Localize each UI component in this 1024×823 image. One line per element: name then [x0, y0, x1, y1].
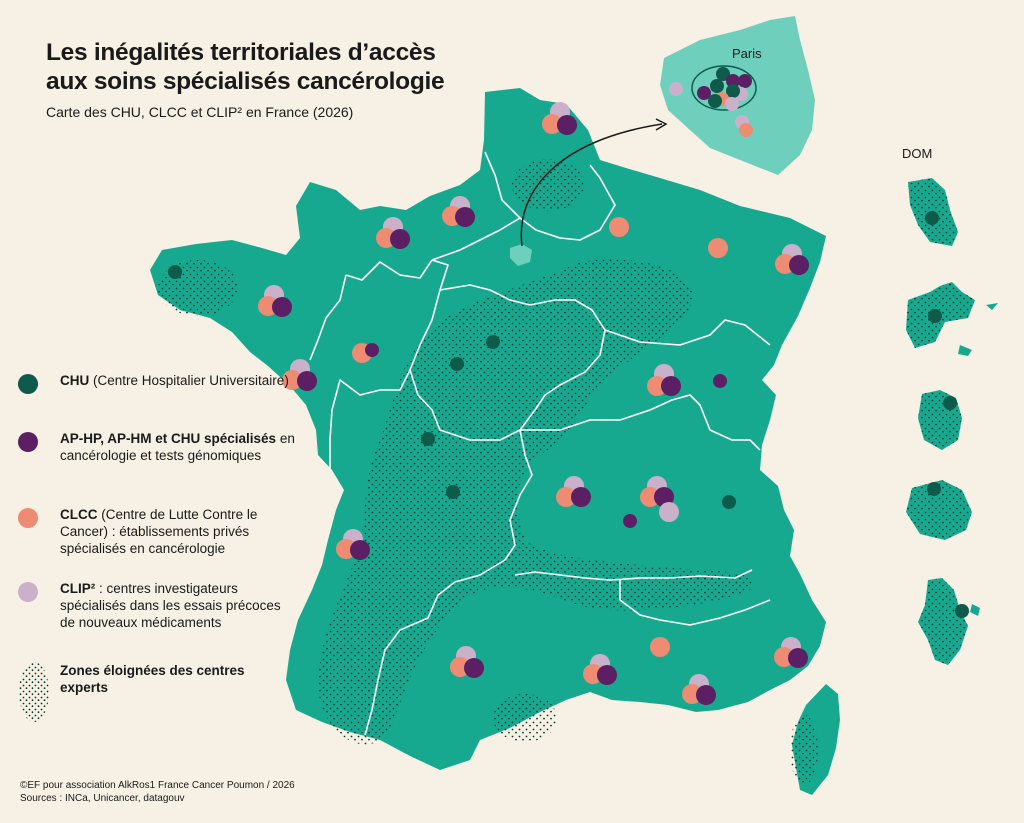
marker-aphp	[464, 658, 484, 678]
marker-clcc	[609, 217, 629, 237]
marker-clcc	[739, 123, 753, 137]
marker-clcc	[556, 487, 576, 507]
marker-chu	[421, 432, 435, 446]
legend-clcc-text: (Centre de Lutte Contre le Cancer) : éta…	[60, 507, 258, 556]
title-line-1: Les inégalités territoriales d’accès	[46, 39, 436, 66]
marker-clip	[725, 97, 739, 111]
marker-aphp	[455, 207, 475, 227]
marker-aphp	[623, 514, 637, 528]
marker-chu	[925, 211, 939, 225]
marker-clcc	[640, 487, 660, 507]
aphp-swatch	[18, 432, 38, 452]
marker-aphp	[789, 255, 809, 275]
marker-chu	[168, 265, 182, 279]
marker-chu	[928, 309, 942, 323]
marker-aphp	[390, 229, 410, 249]
paris-region-marker	[510, 244, 532, 266]
paris-label: Paris	[732, 46, 762, 61]
paris-city	[691, 65, 757, 111]
clip-swatch	[18, 582, 38, 602]
marker-aphp	[788, 648, 808, 668]
marker-chu	[446, 485, 460, 499]
marker-aphp	[571, 487, 591, 507]
region-borders	[309, 151, 771, 736]
marker-aphp	[350, 540, 370, 560]
footer-sources: Sources : INCa, Unicancer, datagouv	[20, 792, 185, 804]
dom-label: DOM	[902, 146, 933, 161]
marker-aphp	[661, 376, 681, 396]
marker-chu	[486, 335, 500, 349]
marker-clip	[659, 502, 679, 522]
marker-aphp	[696, 685, 716, 705]
paris-arrow-head	[655, 118, 668, 131]
legend-chu-text: (Centre Hospitalier Universitaire)	[89, 373, 289, 388]
subtitle: Carte des CHU, CLCC et CLIP² en France (…	[46, 104, 354, 120]
footer: ©EF pour association AlkRos1 France Canc…	[20, 780, 295, 805]
marker-aphp	[597, 665, 617, 685]
marker-aphp	[726, 74, 740, 88]
hospital-markers	[168, 67, 969, 705]
chu-swatch	[18, 374, 38, 394]
marker-clip	[669, 82, 683, 96]
marker-aphp	[738, 74, 752, 88]
page-title: Les inégalités territoriales d’accès aux…	[46, 38, 466, 96]
legend-clip-bold: CLIP²	[60, 581, 96, 596]
marker-clcc	[650, 637, 670, 657]
marker-clcc	[647, 376, 667, 396]
marker-chu	[927, 482, 941, 496]
marker-chu	[722, 495, 736, 509]
legend-aphp-bold: AP-HP, AP-HM et CHU spécialisés	[60, 431, 277, 446]
marker-chu	[943, 396, 957, 410]
zones-swatch	[19, 662, 49, 722]
marker-aphp	[713, 374, 727, 388]
marker-chu	[710, 79, 724, 93]
marker-clcc	[282, 370, 302, 390]
marker-aphp	[557, 115, 577, 135]
marker-aphp	[365, 343, 379, 357]
marker-clcc	[708, 238, 728, 258]
marker-clcc	[542, 114, 562, 134]
clcc-swatch	[18, 508, 38, 528]
legend-clip-text: : centres investigateurs spécialisés dan…	[60, 581, 281, 630]
title-line-2: aux soins spécialisés cancérologie	[46, 68, 445, 95]
marker-chu	[450, 357, 464, 371]
marker-aphp	[697, 86, 711, 100]
footer-credit: ©EF pour association AlkRos1 France Canc…	[20, 780, 295, 791]
legend-aphp-text: en cancérologie et tests génomiques	[60, 431, 295, 463]
paris-arrow	[520, 123, 663, 247]
marker-aphp	[272, 297, 292, 317]
marker-chu	[726, 84, 740, 98]
marker-chu	[708, 94, 722, 108]
legend-zones-text: Zones éloignées des centres experts	[60, 663, 245, 695]
marker-chu	[955, 604, 969, 618]
marker-chu	[716, 67, 730, 81]
legend-clcc-bold: CLCC	[60, 507, 98, 522]
legend-chu-bold: CHU	[60, 373, 90, 388]
marker-aphp	[297, 371, 317, 391]
